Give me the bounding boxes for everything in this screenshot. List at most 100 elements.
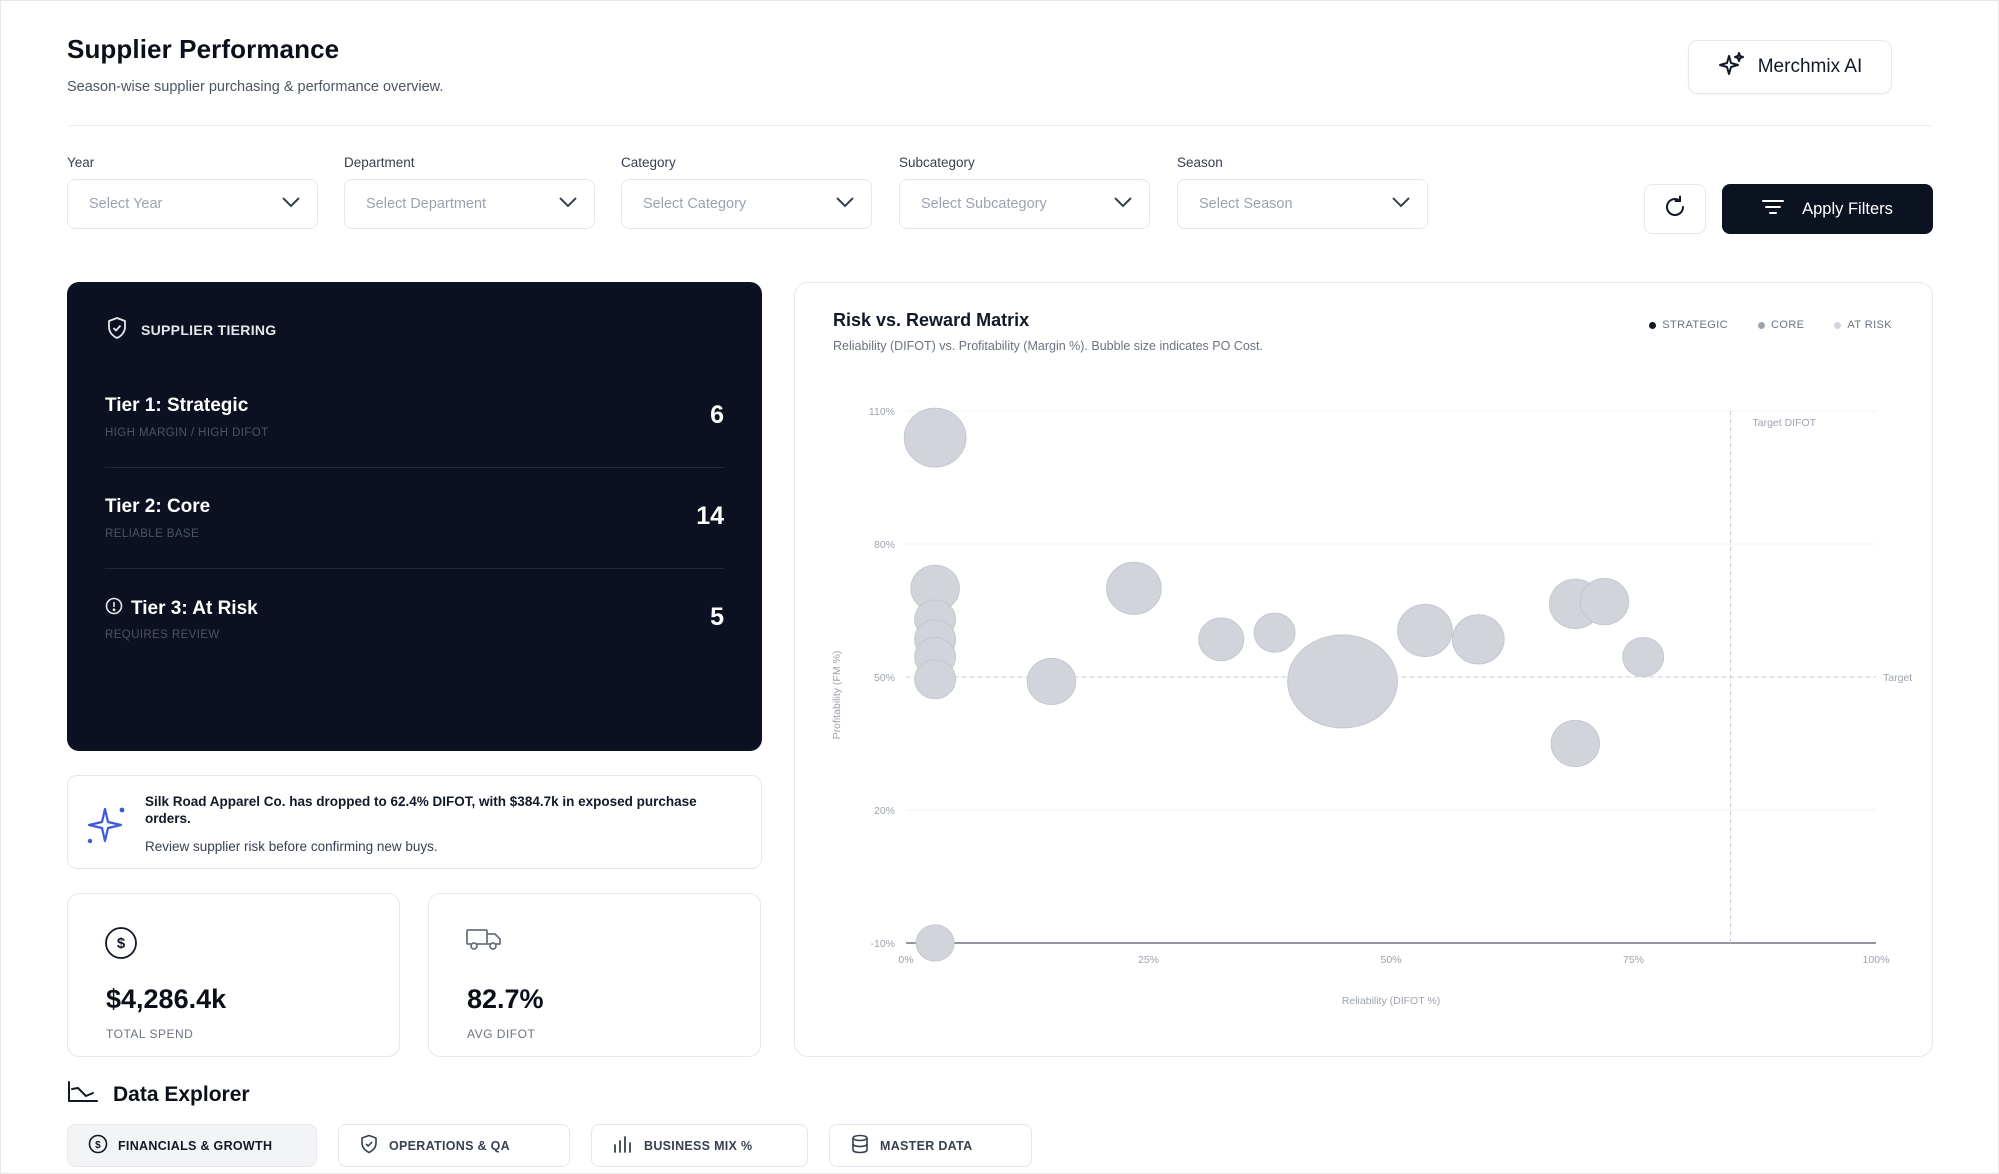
- tab-financials-growth[interactable]: $ FINANCIALS & GROWTH: [67, 1124, 317, 1167]
- year-select-placeholder: Select Year: [89, 196, 163, 212]
- legend-dot: [1758, 321, 1766, 329]
- kpi-label: TOTAL SPEND: [106, 1027, 194, 1041]
- tiering-heading: SUPPLIER TIERING: [105, 316, 276, 343]
- season-select[interactable]: Select Season: [1177, 179, 1428, 229]
- bubble: [1622, 637, 1665, 678]
- tier-name: Tier 1: Strategic: [105, 395, 248, 417]
- legend-item-at-risk[interactable]: AT RISK: [1834, 319, 1892, 331]
- tier-row-at-risk[interactable]: Tier 3: At Risk REQUIRES REVIEW 5: [105, 569, 724, 670]
- apply-filters-button[interactable]: Apply Filters: [1722, 184, 1933, 234]
- tier-name-label: Tier 1: Strategic: [105, 395, 249, 416]
- tab-business-mix[interactable]: BUSINESS MIX %: [591, 1124, 808, 1167]
- filter-season-label: Season: [1177, 155, 1223, 170]
- tier-count: 14: [696, 502, 724, 530]
- y-tick-label: -10%: [870, 938, 895, 950]
- bubble: [1397, 603, 1453, 657]
- bubble: [1106, 561, 1162, 615]
- bubble: [915, 924, 955, 962]
- filter-category-label: Category: [621, 155, 676, 170]
- page-subtitle: Season-wise supplier purchasing & perfor…: [67, 79, 444, 95]
- sparkle-icon: [80, 800, 130, 855]
- x-tick-label: 25%: [1138, 954, 1159, 966]
- alert-subtext: Review supplier risk before confirming n…: [145, 839, 438, 854]
- y-axis-title: Profitability (FM %): [831, 651, 843, 740]
- tier-row-strategic[interactable]: Tier 1: Strategic HIGH MARGIN / HIGH DIF…: [105, 367, 724, 468]
- ai-insight-alert: Silk Road Apparel Co. has dropped to 62.…: [67, 775, 762, 869]
- merchmix-ai-button[interactable]: Merchmix AI: [1688, 40, 1892, 94]
- legend-item-core[interactable]: CORE: [1758, 319, 1804, 331]
- legend-label: CORE: [1771, 319, 1805, 331]
- tab-label: BUSINESS MIX %: [644, 1138, 753, 1153]
- dollar-circle-icon: $: [88, 1134, 108, 1157]
- y-tick-label: 20%: [874, 805, 895, 817]
- filter-season: Season Select Season: [1177, 155, 1428, 229]
- chevron-down-icon: [1391, 196, 1411, 212]
- legend-label: STRATEGIC: [1662, 319, 1729, 331]
- bubble: [1579, 578, 1630, 626]
- apply-filters-label: Apply Filters: [1802, 199, 1893, 218]
- tier-name-label: Tier 2: Core: [105, 496, 211, 517]
- category-select[interactable]: Select Category: [621, 179, 872, 229]
- data-explorer-heading: Data Explorer: [67, 1079, 250, 1111]
- shield-check-icon: [105, 316, 129, 343]
- department-select-placeholder: Select Department: [366, 196, 487, 212]
- bubble: [1198, 617, 1245, 662]
- tab-master-data[interactable]: MASTER DATA: [829, 1124, 1032, 1167]
- kpi-value: 82.7%: [467, 984, 544, 1014]
- bubble: [903, 407, 967, 468]
- tiering-heading-label: SUPPLIER TIERING: [141, 321, 277, 338]
- tier-row-core[interactable]: Tier 2: Core RELIABLE BASE 14: [105, 468, 724, 569]
- chevron-down-icon: [281, 196, 301, 212]
- truck-icon: [465, 926, 503, 957]
- x-tick-label: 75%: [1623, 954, 1644, 966]
- filter-year-label: Year: [67, 155, 95, 170]
- tab-label: FINANCIALS & GROWTH: [118, 1138, 273, 1153]
- legend-dot: [1649, 321, 1657, 329]
- svg-text:$: $: [95, 1140, 101, 1151]
- category-select-placeholder: Select Category: [643, 196, 747, 212]
- department-select[interactable]: Select Department: [344, 179, 595, 229]
- year-select[interactable]: Select Year: [67, 179, 318, 229]
- chart-legend: STRATEGIC CORE AT RISK: [1649, 319, 1892, 331]
- legend-item-strategic[interactable]: STRATEGIC: [1649, 319, 1728, 331]
- shield-check-icon: [359, 1134, 379, 1157]
- y-tick-label: 110%: [869, 406, 895, 418]
- filter-subcategory: Subcategory Select Subcategory: [899, 155, 1150, 229]
- tier-count: 5: [710, 603, 724, 631]
- bubble: [1253, 612, 1296, 653]
- tab-operations-qa[interactable]: OPERATIONS & QA: [338, 1124, 570, 1167]
- refresh-button[interactable]: [1644, 184, 1706, 234]
- target-margin-label: Target: [1883, 672, 1912, 684]
- supplier-tiering-card: SUPPLIER TIERING Tier 1: Strategic HIGH …: [67, 282, 762, 751]
- subcategory-select[interactable]: Select Subcategory: [899, 179, 1150, 229]
- filter-department-label: Department: [344, 155, 415, 170]
- header-divider: [67, 125, 1933, 126]
- tier-name: Tier 2: Core: [105, 496, 210, 518]
- bubble: [1451, 614, 1505, 665]
- risk-reward-scatter-plot: 110% 80% 50% 20% -10%0% 25% 50% 75% 100% Target D…: [831, 406, 1912, 1007]
- svg-text:$: $: [117, 935, 126, 952]
- bubble: [914, 659, 957, 700]
- bar-chart-icon: [612, 1134, 634, 1157]
- tier-name-label: Tier 3: At Risk: [131, 598, 258, 619]
- tier-name: Tier 3: At Risk: [105, 597, 258, 621]
- chevron-down-icon: [835, 196, 855, 212]
- target-difot-label: Target DIFOT: [1753, 417, 1817, 429]
- page-title: Supplier Performance: [67, 34, 340, 64]
- tab-label: OPERATIONS & QA: [389, 1138, 510, 1153]
- filter-year: Year Select Year: [67, 155, 318, 229]
- kpi-total-spend: $ $4,286.4k TOTAL SPEND: [67, 893, 400, 1057]
- merchmix-ai-label: Merchmix AI: [1757, 56, 1863, 77]
- tier-sub: REQUIRES REVIEW: [105, 629, 220, 641]
- explorer-tabs: $ FINANCIALS & GROWTH OPERATIONS & QA BU…: [67, 1124, 1032, 1167]
- refresh-icon: [1662, 194, 1688, 225]
- filter-subcategory-label: Subcategory: [899, 155, 975, 170]
- kpi-label: AVG DIFOT: [467, 1027, 536, 1041]
- database-icon: [850, 1134, 870, 1157]
- explorer-chart-icon: [67, 1079, 99, 1111]
- kpi-avg-difot: 82.7% AVG DIFOT: [428, 893, 761, 1057]
- risk-reward-chart-card: Risk vs. Reward Matrix Reliability (DIFO…: [794, 282, 1933, 1057]
- dollar-icon: $: [104, 926, 138, 965]
- alert-message: Silk Road Apparel Co. has dropped to 62.…: [145, 794, 697, 826]
- bubble: [1287, 634, 1398, 729]
